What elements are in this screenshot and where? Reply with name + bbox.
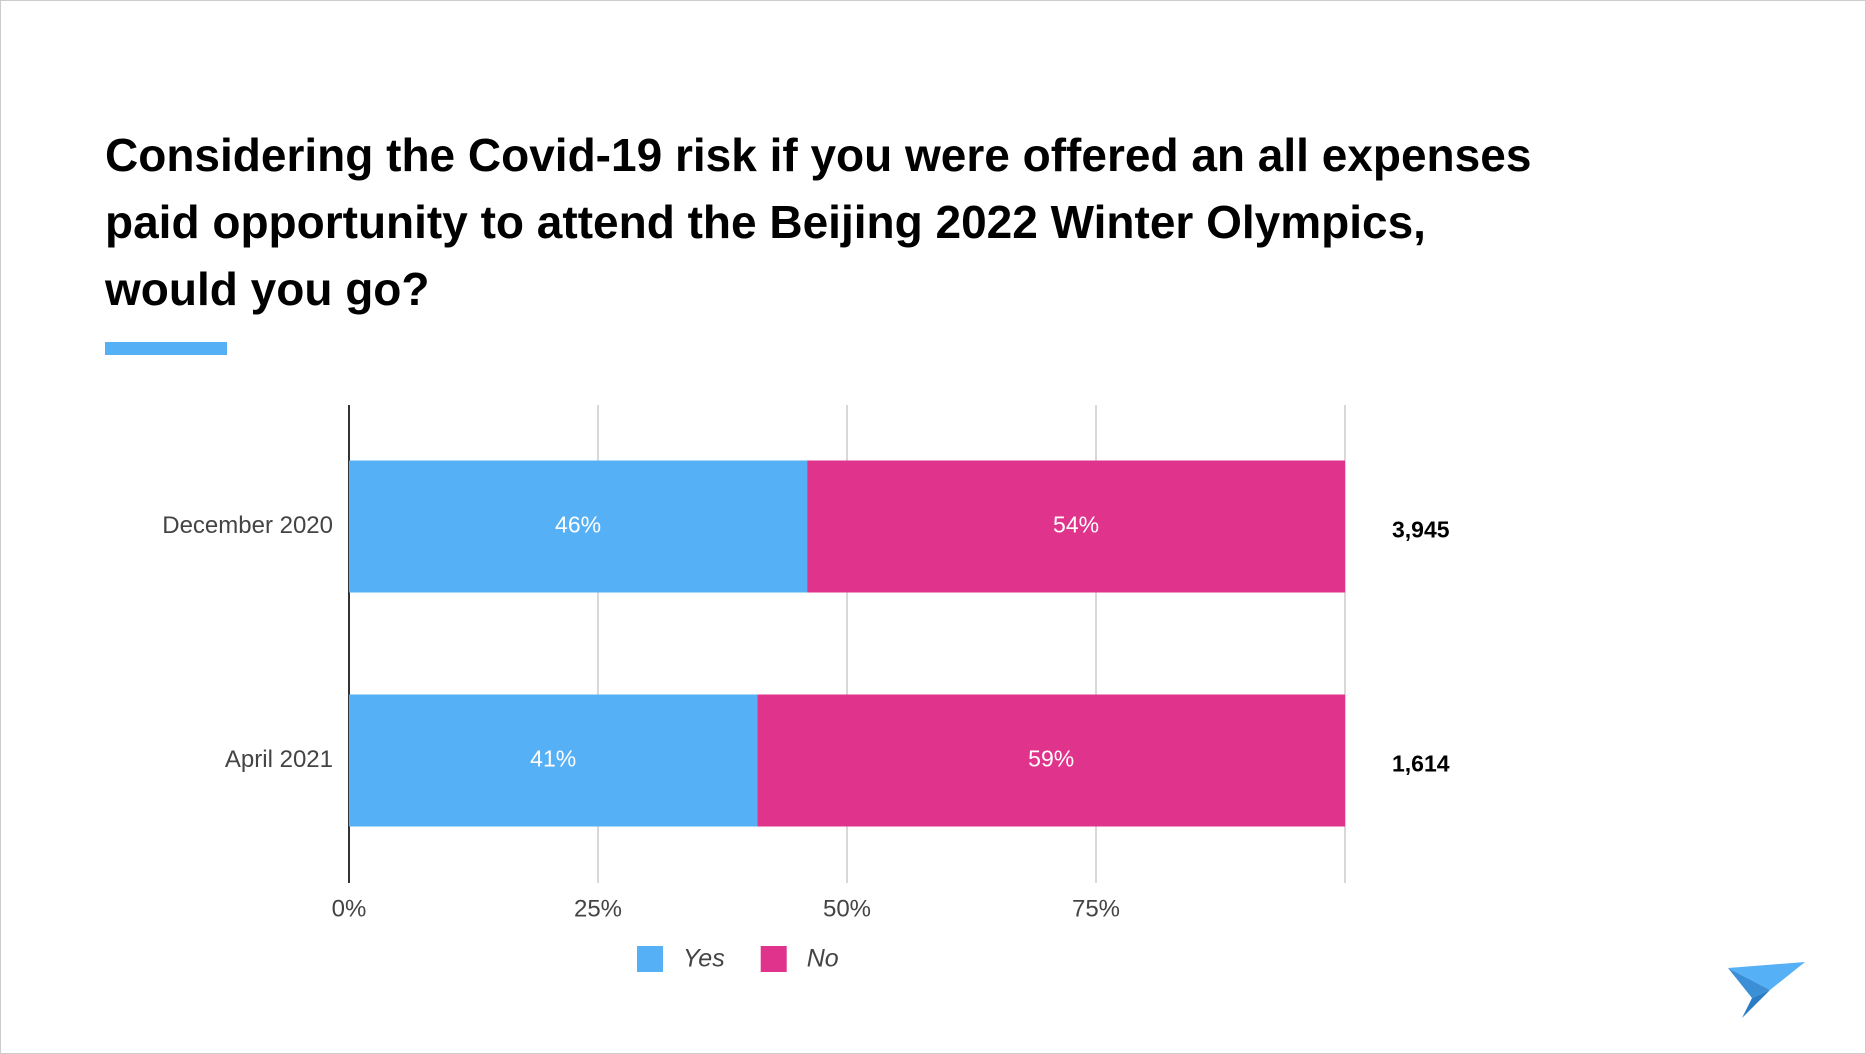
title-underline xyxy=(105,342,227,355)
data-label: 46% xyxy=(555,512,601,538)
x-tick-label: 0% xyxy=(332,895,367,922)
title-line: paid opportunity to attend the Beijing 2… xyxy=(105,196,1426,248)
data-label: 54% xyxy=(1053,512,1099,538)
legend-swatch xyxy=(637,946,663,972)
total-label: 3,945 xyxy=(1392,517,1450,543)
data-label: 41% xyxy=(530,746,576,772)
x-tick-label: 25% xyxy=(574,895,622,922)
legend-label: No xyxy=(807,945,839,973)
data-label: 59% xyxy=(1028,746,1074,772)
logo-tail xyxy=(1742,990,1770,1018)
category-label: December 2020 xyxy=(162,512,333,539)
logo xyxy=(1728,962,1805,1018)
bar-segment xyxy=(757,694,1345,827)
bar-segment xyxy=(807,460,1345,593)
bar-segment xyxy=(349,460,808,593)
total-label: 1,614 xyxy=(1392,751,1450,777)
chart-title: Considering the Covid-19 risk if you wer… xyxy=(104,129,1531,315)
legend-swatch xyxy=(760,946,787,972)
category-label: April 2021 xyxy=(225,746,333,773)
legend-label: Yes xyxy=(683,945,725,973)
title-line: Considering the Covid-19 risk if you wer… xyxy=(105,129,1531,181)
x-tick-label: 50% xyxy=(823,895,871,922)
logo-wing xyxy=(1728,962,1805,990)
logo-body xyxy=(1728,968,1770,998)
x-tick-label: 75% xyxy=(1072,895,1120,922)
title-line: would you go? xyxy=(104,263,430,315)
bar-segment xyxy=(349,694,758,827)
